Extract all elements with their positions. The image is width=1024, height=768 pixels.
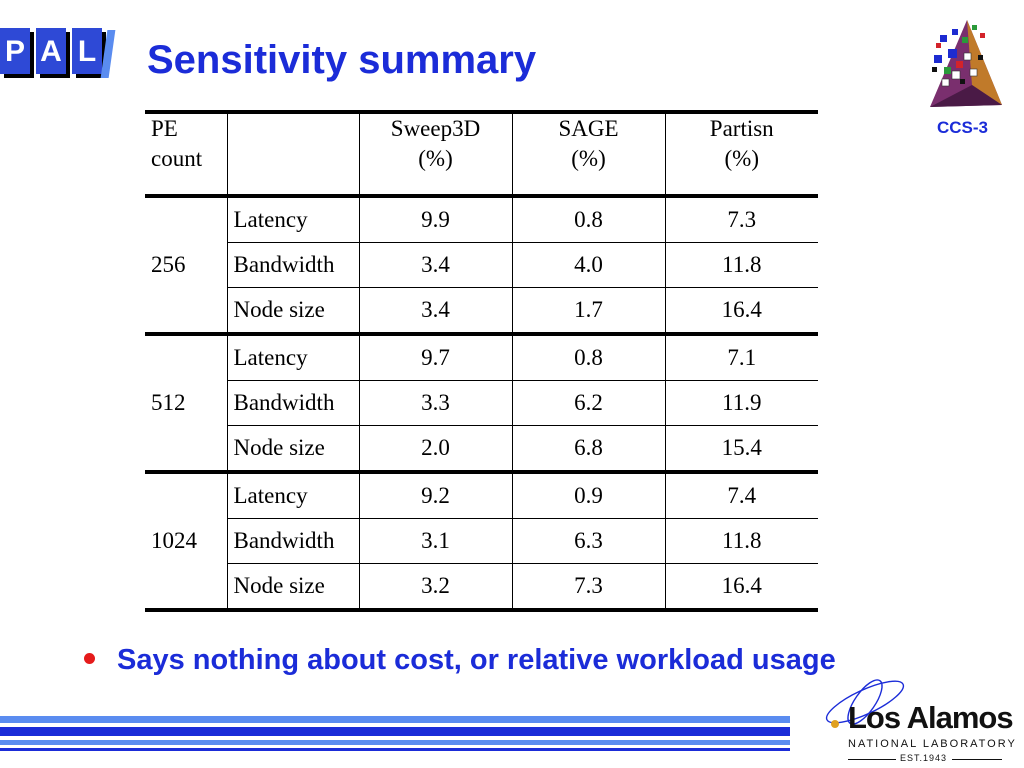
pal-logo-letter: L (77, 35, 97, 68)
bullet-dot-icon (84, 652, 95, 664)
est-rule-left (848, 759, 896, 760)
pal-logo-letter: P (4, 35, 25, 68)
header-partisn-line2: (%) (724, 146, 759, 171)
pal-logo: P A L (0, 28, 118, 80)
sage-cell: 0.8 (511, 334, 665, 381)
partisn-cell: 7.1 (664, 334, 818, 381)
param-cell: Bandwidth (226, 380, 359, 426)
sage-cell: 6.8 (511, 425, 665, 474)
partisn-cell: 11.8 (664, 242, 818, 288)
footer-stripe (0, 727, 790, 736)
header-pe-line2: count (151, 146, 203, 171)
sweep3d-cell: 9.7 (358, 334, 512, 381)
sage-cell: 0.9 (511, 472, 665, 519)
ccs-pyramid-logo (930, 20, 1002, 107)
header-pe-line1: PE (151, 116, 178, 141)
sweep3d-cell: 9.2 (358, 472, 512, 519)
header-sage: SAGE (%) (511, 112, 665, 196)
pe-cell (145, 472, 227, 519)
header-pe-count: PE count (145, 112, 227, 196)
param-cell: Node size (226, 287, 359, 336)
sage-cell: 6.2 (511, 380, 665, 426)
sweep3d-cell: 3.1 (358, 518, 512, 564)
param-cell: Latency (226, 472, 359, 519)
header-sage-line2: (%) (571, 146, 606, 171)
table-row: 512 Bandwidth 3.3 6.2 11.9 (145, 380, 818, 426)
sweep3d-cell: 2.0 (358, 425, 512, 474)
table-row: Latency 9.2 0.9 7.4 (145, 472, 818, 519)
param-cell: Node size (226, 563, 359, 612)
footer-stripe (0, 740, 790, 745)
pe-count-cell: 256 (151, 252, 186, 277)
header-sage-line1: SAGE (558, 116, 619, 141)
sage-cell: 1.7 (511, 287, 665, 336)
param-cell: Bandwidth (226, 242, 359, 288)
header-sweep3d-line2: (%) (418, 146, 453, 171)
pe-cell (145, 425, 227, 474)
sensitivity-table: PE count Sweep3D (%) SAGE (%) Partisn (%… (145, 110, 818, 612)
bullet-point: Says nothing about cost, or relative wor… (84, 640, 836, 680)
table-row: 256 Bandwidth 3.4 4.0 11.8 (145, 242, 818, 288)
org-subtitle: NATIONAL LABORATORY (848, 738, 1017, 750)
param-cell: Latency (226, 334, 359, 381)
pe-cell (145, 287, 227, 336)
table-row: Node size 3.2 7.3 16.4 (145, 563, 818, 612)
table-row: Node size 3.4 1.7 16.4 (145, 287, 818, 336)
partisn-cell: 16.4 (664, 287, 818, 336)
partisn-cell: 16.4 (664, 563, 818, 612)
sweep3d-cell: 9.9 (358, 196, 512, 243)
sage-cell: 6.3 (511, 518, 665, 564)
table-header-row: PE count Sweep3D (%) SAGE (%) Partisn (%… (145, 112, 818, 196)
sweep3d-cell: 3.2 (358, 563, 512, 612)
footer-stripe (0, 748, 790, 751)
org-established: EST.1943 (900, 753, 948, 763)
header-parameter (226, 112, 359, 196)
bullet-text: Says nothing about cost, or relative wor… (117, 644, 836, 676)
partisn-cell: 11.8 (664, 518, 818, 564)
partisn-cell: 7.4 (664, 472, 818, 519)
sweep3d-cell: 3.4 (358, 242, 512, 288)
pe-cell (145, 563, 227, 612)
pe-count-cell: 512 (151, 390, 186, 415)
pe-cell (145, 334, 227, 381)
pe-count-cell: 1024 (151, 528, 197, 553)
param-cell: Node size (226, 425, 359, 474)
table-row: Latency 9.9 0.8 7.3 (145, 196, 818, 243)
pe-cell (145, 196, 227, 243)
table-row: 1024 Bandwidth 3.1 6.3 11.8 (145, 518, 818, 564)
partisn-cell: 7.3 (664, 196, 818, 243)
param-cell: Bandwidth (226, 518, 359, 564)
sage-cell: 7.3 (511, 563, 665, 612)
sage-cell: 0.8 (511, 196, 665, 243)
header-sweep3d: Sweep3D (%) (358, 112, 512, 196)
param-cell: Latency (226, 196, 359, 243)
footer-stripe (0, 716, 790, 723)
header-partisn: Partisn (%) (664, 112, 818, 196)
org-name: Los Alamos (848, 700, 1014, 735)
ccs-label: CCS-3 (937, 118, 989, 137)
est-rule-right (952, 759, 1002, 760)
table-row: Node size 2.0 6.8 15.4 (145, 425, 818, 474)
pal-logo-letter: A (40, 35, 62, 68)
table-row: Latency 9.7 0.8 7.1 (145, 334, 818, 381)
los-alamos-atom-icon (825, 679, 905, 728)
partisn-cell: 11.9 (664, 380, 818, 426)
partisn-cell: 15.4 (664, 425, 818, 474)
header-partisn-line1: Partisn (709, 116, 774, 141)
sage-cell: 4.0 (511, 242, 665, 288)
slide-title: Sensitivity summary (147, 38, 537, 82)
header-sweep3d-line1: Sweep3D (390, 116, 481, 141)
sweep3d-cell: 3.3 (358, 380, 512, 426)
sweep3d-cell: 3.4 (358, 287, 512, 336)
